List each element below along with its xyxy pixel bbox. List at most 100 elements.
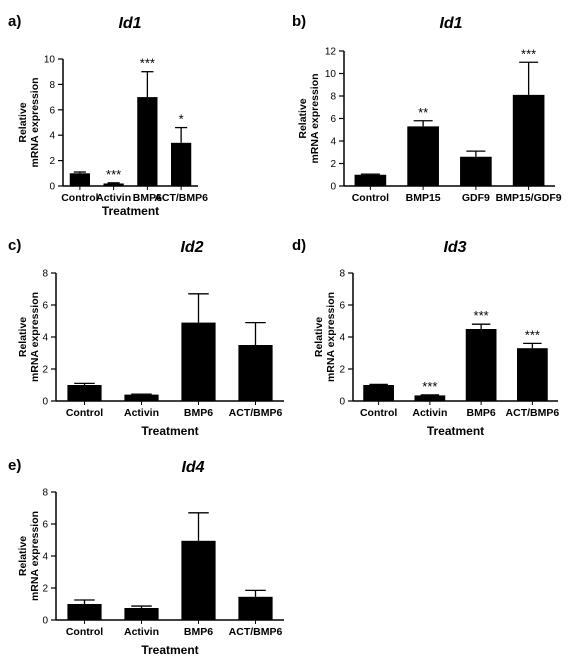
panel-letter: a)	[8, 13, 21, 30]
bar	[181, 322, 216, 401]
bar	[67, 385, 102, 401]
x-tick-label: Activin	[124, 626, 159, 638]
bar	[137, 97, 158, 186]
bar	[238, 345, 273, 401]
y-tick-label: 8	[42, 488, 48, 499]
y-tick-label: 2	[339, 365, 345, 376]
y-tick-label: 0	[49, 182, 55, 193]
bar	[354, 174, 387, 186]
y-axis-label-line: mRNA expression	[325, 292, 337, 382]
y-tick-label: 4	[330, 137, 336, 148]
y-tick-label: 8	[330, 92, 336, 103]
y-axis-label-line: mRNA expression	[29, 511, 41, 601]
x-axis-label: Treatment	[141, 424, 198, 438]
bar	[171, 142, 192, 186]
y-tick-label: 6	[330, 114, 336, 125]
significance-label: ***	[525, 327, 540, 342]
x-tick-label: Activin	[96, 192, 131, 204]
significance-label: ***	[474, 308, 489, 323]
bar	[124, 394, 159, 401]
x-tick-label: Control	[352, 192, 389, 204]
y-tick-label: 0	[339, 397, 345, 408]
y-tick-label: 12	[325, 47, 337, 58]
y-tick-label: 6	[42, 520, 48, 531]
panel-4: d) Id3 0 2 4 6 8 RelativemRNA expression Control…	[292, 237, 559, 438]
panel-letter: e)	[8, 457, 21, 474]
y-axis-label: RelativemRNA expression	[17, 292, 41, 382]
x-tick-label: Activin	[124, 407, 159, 419]
y-axis-label: RelativemRNA expression	[17, 511, 41, 601]
y-axis-label-line: Relative	[17, 536, 29, 576]
significance-label: ***	[140, 56, 155, 71]
panel-3: c) Id2 0 2 4 6 8 RelativemRNA expression Control…	[8, 237, 284, 438]
y-tick-label: 10	[325, 69, 337, 80]
y-tick-label: 0	[330, 182, 336, 193]
y-axis-label-line: mRNA expression	[29, 292, 41, 382]
x-tick-label: BMP15/GDF9	[496, 192, 562, 204]
x-tick-label: BMP6	[184, 407, 213, 419]
bar	[414, 395, 446, 401]
bar	[124, 608, 159, 620]
y-tick-label: 4	[42, 552, 48, 563]
bar	[181, 540, 216, 620]
y-tick-label: 8	[49, 80, 55, 91]
x-tick-label: Activin	[412, 407, 447, 419]
bar	[407, 126, 439, 186]
panel-letter: b)	[292, 13, 306, 30]
y-axis-label-line: Relative	[17, 102, 29, 142]
x-tick-label: ACT/BMP6	[229, 626, 283, 638]
y-axis-label-line: mRNA expression	[29, 77, 41, 167]
x-tick-label: BMP6	[467, 407, 496, 419]
bar	[67, 604, 102, 620]
x-tick-label: ACT/BMP6	[506, 407, 560, 419]
y-axis-label: RelativemRNA expression	[297, 73, 321, 163]
y-axis-label-line: Relative	[297, 98, 309, 138]
chart-title: Id3	[443, 239, 466, 256]
x-axis-label: Treatment	[427, 424, 484, 438]
bar	[69, 173, 90, 186]
x-tick-label: GDF9	[462, 192, 490, 204]
y-tick-label: 6	[49, 105, 55, 116]
significance-label: ***	[106, 167, 121, 182]
y-tick-label: 2	[42, 365, 48, 376]
panel-5: e) Id4 0 2 4 6 8 RelativemRNA expression Control…	[8, 457, 284, 657]
significance-label: ***	[521, 46, 536, 61]
y-tick-label: 4	[42, 333, 48, 344]
y-axis-label-line: mRNA expression	[309, 73, 321, 163]
x-tick-label: Control	[66, 626, 103, 638]
y-tick-label: 8	[42, 269, 48, 280]
chart-title: Id1	[439, 15, 462, 32]
x-tick-label: BMP15	[406, 192, 441, 204]
y-axis-label: RelativemRNA expression	[17, 77, 41, 167]
x-tick-label: BMP6	[184, 626, 213, 638]
y-tick-label: 6	[42, 301, 48, 312]
x-axis-label: Treatment	[102, 204, 159, 218]
y-tick-label: 8	[339, 269, 345, 280]
significance-label: **	[418, 105, 428, 120]
y-tick-label: 6	[339, 301, 345, 312]
x-tick-label: ACT/BMP6	[229, 407, 283, 419]
panel-letter: d)	[292, 237, 306, 254]
y-tick-label: 2	[49, 156, 55, 167]
chart-title: Id2	[180, 239, 203, 256]
x-axis-label: Treatment	[141, 643, 198, 657]
bar	[517, 348, 548, 401]
bar	[238, 596, 273, 620]
bar	[512, 94, 545, 186]
chart-title: Id4	[181, 459, 204, 476]
chart-title: Id1	[118, 15, 141, 32]
x-tick-label: Control	[360, 407, 397, 419]
y-axis-label: RelativemRNA expression	[313, 292, 337, 382]
y-tick-label: 0	[42, 397, 48, 408]
y-tick-label: 4	[339, 333, 345, 344]
bar	[363, 385, 394, 401]
y-tick-label: 2	[42, 584, 48, 595]
y-axis-label-line: Relative	[17, 317, 29, 357]
bar	[103, 183, 124, 186]
y-axis-label-line: Relative	[313, 317, 325, 357]
bar	[460, 156, 492, 186]
x-tick-label: BMP6	[133, 192, 162, 204]
x-tick-label: ACT/BMP6	[154, 192, 208, 204]
